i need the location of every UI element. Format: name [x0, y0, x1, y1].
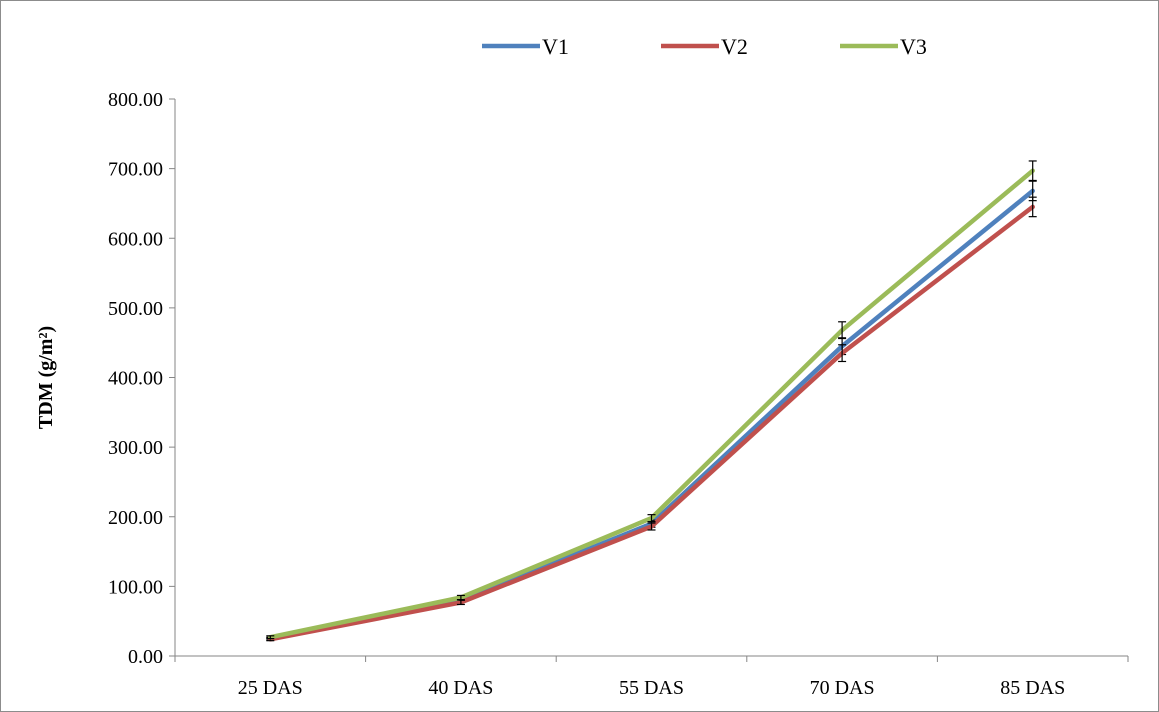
legend-label-v3: V3 — [900, 34, 927, 59]
x-tick-label: 40 DAS — [428, 677, 493, 699]
x-tick-label: 85 DAS — [1000, 677, 1065, 699]
y-tick-label: 800.00 — [108, 89, 163, 111]
y-tick-label: 300.00 — [108, 437, 163, 459]
x-tick-label: 70 DAS — [810, 677, 875, 699]
y-tick-label: 500.00 — [108, 298, 163, 320]
series-line-v1 — [268, 188, 1035, 641]
y-tick-label: 700.00 — [108, 159, 163, 181]
legend-label-v2: V2 — [721, 34, 748, 59]
y-tick-label: 200.00 — [108, 507, 163, 529]
y-tick-label: 100.00 — [108, 576, 163, 598]
y-axis-title: TDM (g/m²) — [35, 326, 57, 429]
legend-label-v1: V1 — [542, 34, 569, 59]
y-tick-label: 0.00 — [128, 646, 163, 668]
x-tick-label: 55 DAS — [619, 677, 684, 699]
y-tick-label: 400.00 — [108, 368, 163, 390]
series-line-v2 — [268, 204, 1035, 642]
y-tick-label: 600.00 — [108, 228, 163, 250]
x-tick-label: 25 DAS — [238, 677, 303, 699]
series-line-v3 — [268, 168, 1035, 640]
